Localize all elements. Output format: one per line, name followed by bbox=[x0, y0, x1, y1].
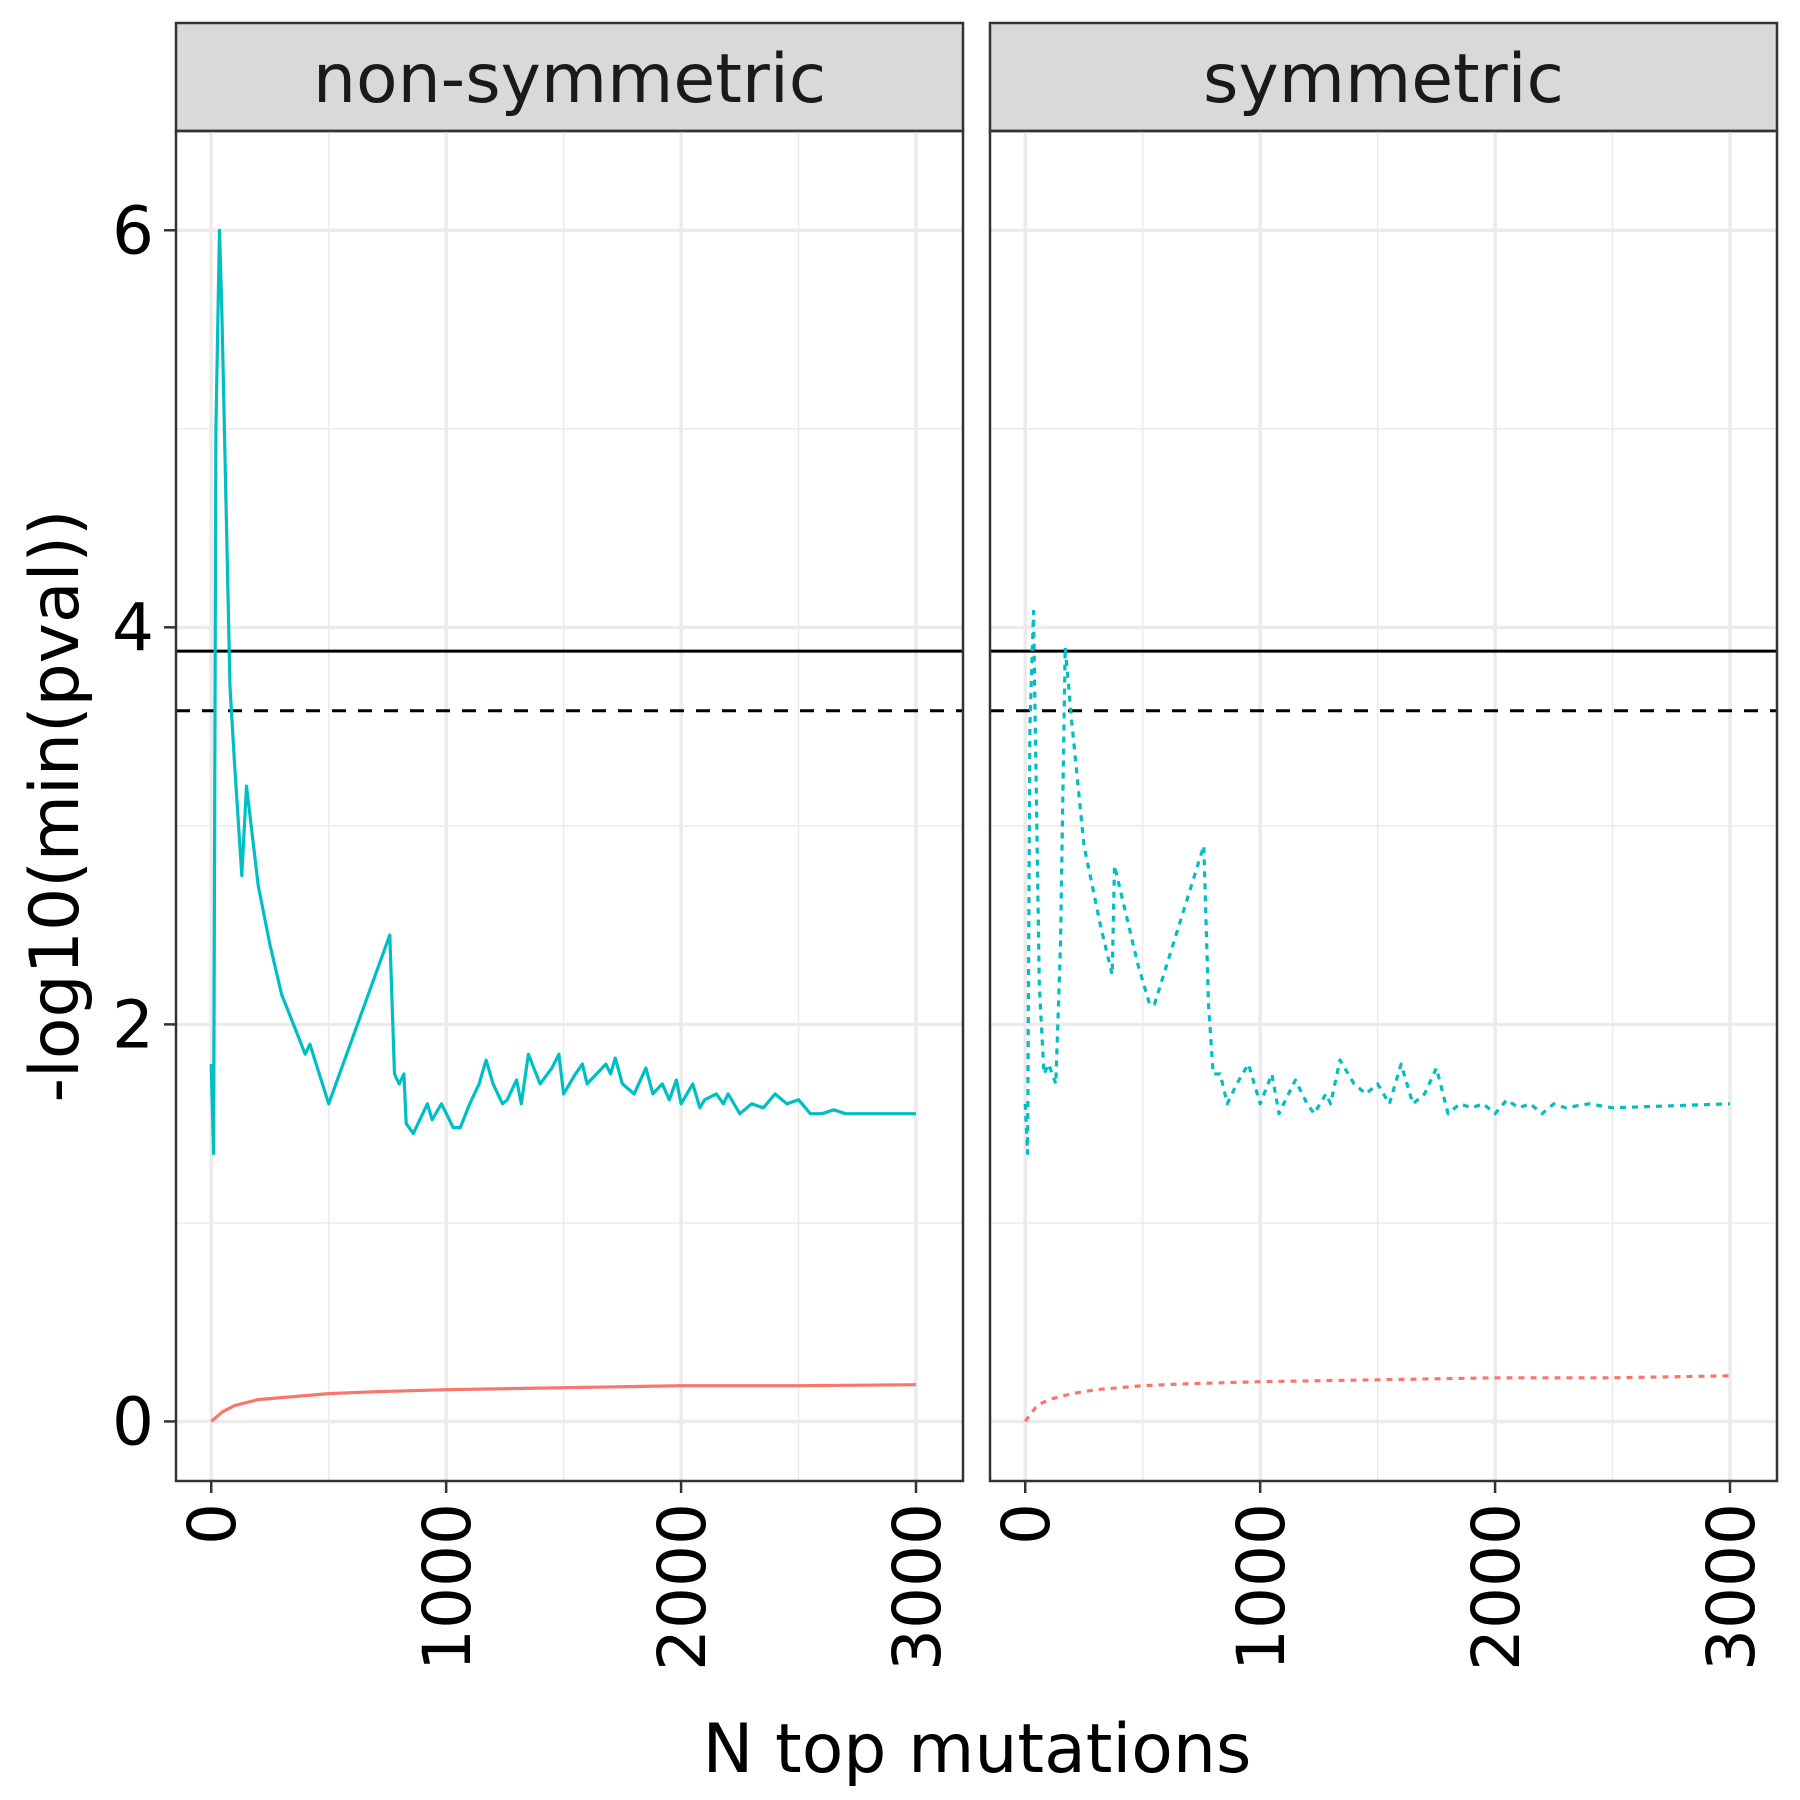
y-tick-label: 0 bbox=[112, 1383, 154, 1460]
grid bbox=[176, 131, 963, 1481]
series-lines bbox=[1023, 609, 1731, 1423]
teal-series-line bbox=[1023, 609, 1731, 1155]
panel-non-symmetric: non-symmetric bbox=[174, 21, 965, 1483]
y-tick-label: 2 bbox=[112, 986, 154, 1063]
strip-title: non-symmetric bbox=[313, 40, 826, 119]
x-tick-label: 1000 bbox=[1223, 1503, 1300, 1671]
x-tick-label: 3000 bbox=[879, 1503, 956, 1671]
y-axis-title: -log10(min(pval)) bbox=[16, 509, 95, 1102]
reference-lines bbox=[990, 649, 1777, 713]
y-tick-label: 6 bbox=[112, 192, 154, 269]
x-tick-label: 0 bbox=[174, 1503, 251, 1545]
y-axis: 0 2 4 6 bbox=[112, 192, 176, 1460]
strip-title: symmetric bbox=[1203, 40, 1564, 119]
x-tick-label: 3000 bbox=[1693, 1503, 1770, 1671]
x-axis-title: N top mutations bbox=[703, 1710, 1252, 1789]
x-tick-label: 0 bbox=[988, 1503, 1065, 1545]
panel-border bbox=[174, 129, 965, 1483]
reference-lines bbox=[176, 649, 963, 713]
strip-background bbox=[988, 21, 1779, 133]
x-tick-label: 2000 bbox=[1458, 1503, 1535, 1671]
x-tick-label: 1000 bbox=[409, 1503, 486, 1671]
grid bbox=[990, 131, 1777, 1481]
teal-series-line bbox=[209, 228, 916, 1155]
y-tick-label: 4 bbox=[112, 589, 154, 666]
panel-border bbox=[988, 129, 1779, 1483]
panel-symmetric: symmetric bbox=[988, 21, 1779, 1483]
strip-background bbox=[174, 21, 965, 133]
red-series-line bbox=[210, 1383, 917, 1423]
x-tick-label: 2000 bbox=[644, 1503, 721, 1671]
x-axes: 0 1000 2000 3000 0 1000 2000 3000 bbox=[174, 1481, 1770, 1671]
series-lines bbox=[209, 228, 917, 1423]
